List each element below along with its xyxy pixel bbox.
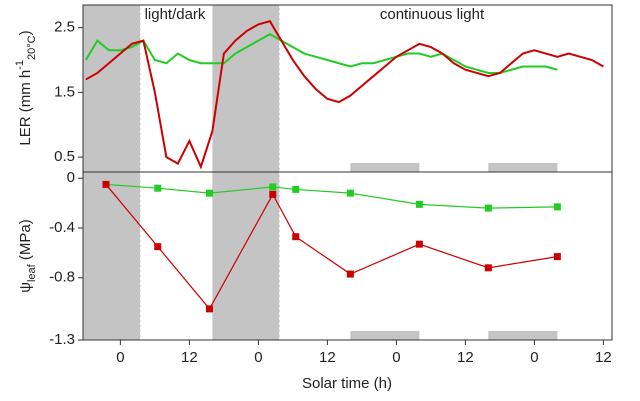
x-tick-label: 12 <box>457 349 474 366</box>
y-label-main: LER (mm h <box>17 70 34 146</box>
point <box>346 189 354 197</box>
point <box>102 180 110 188</box>
annotation: continuous light <box>380 6 485 23</box>
point <box>206 305 213 313</box>
x-tick-label: 0 <box>530 349 538 366</box>
y-axis-label: ψleaf (MPa) <box>17 219 38 292</box>
point <box>484 204 492 212</box>
subjective-night-bar <box>350 331 420 340</box>
point <box>553 203 561 211</box>
point <box>206 189 213 197</box>
x-tick-label: 0 <box>116 349 124 366</box>
subjective-night-bar <box>488 331 558 340</box>
y-tick-label: -0.8 <box>49 269 75 286</box>
y-tick-label: 1.5 <box>54 83 75 100</box>
y-label-sup: -1 <box>14 60 26 70</box>
y-label-end: ) <box>17 30 34 35</box>
point <box>154 184 162 192</box>
point <box>415 240 423 248</box>
y-tick-label: 0 <box>67 169 75 186</box>
dark-period <box>83 172 141 340</box>
x-tick-label: 0 <box>392 349 400 366</box>
x-tick-label: 12 <box>319 349 336 366</box>
point <box>154 243 162 251</box>
y-label-end: (MPa) <box>17 219 34 264</box>
point <box>269 190 277 198</box>
point <box>269 183 277 191</box>
dark-period <box>212 5 280 172</box>
series-line <box>85 32 558 74</box>
series-line <box>105 184 558 310</box>
y-label-sub: 20°C <box>26 35 38 60</box>
series-line <box>85 20 604 170</box>
series-line <box>105 183 558 209</box>
point <box>292 233 300 241</box>
y-label-sub: leaf <box>26 263 38 282</box>
point <box>292 185 300 193</box>
dark-period <box>83 5 141 172</box>
subjective-night-bar <box>488 163 558 172</box>
y-tick-label: 0.5 <box>54 148 75 165</box>
point <box>553 253 561 261</box>
point <box>346 270 354 278</box>
plot-frame <box>82 4 613 173</box>
x-tick-label: 12 <box>595 349 612 366</box>
x-axis-label: Solar time (h) <box>302 375 392 392</box>
subjective-night-bar <box>350 163 420 172</box>
y-tick-label: -0.4 <box>49 219 75 236</box>
point <box>415 200 423 208</box>
dark-period <box>212 172 280 340</box>
x-tick-label: 12 <box>181 349 198 366</box>
y-tick-label: -1.3 <box>49 331 75 348</box>
x-tick-label: 0 <box>254 349 262 366</box>
plot-frame <box>82 171 613 341</box>
annotation: light/dark <box>145 6 206 23</box>
y-tick-label: 2.5 <box>54 19 75 36</box>
y-axis-label: LER (mm h-120°C) <box>14 30 38 145</box>
point <box>484 264 492 272</box>
y-label-main: ψ <box>17 282 34 293</box>
